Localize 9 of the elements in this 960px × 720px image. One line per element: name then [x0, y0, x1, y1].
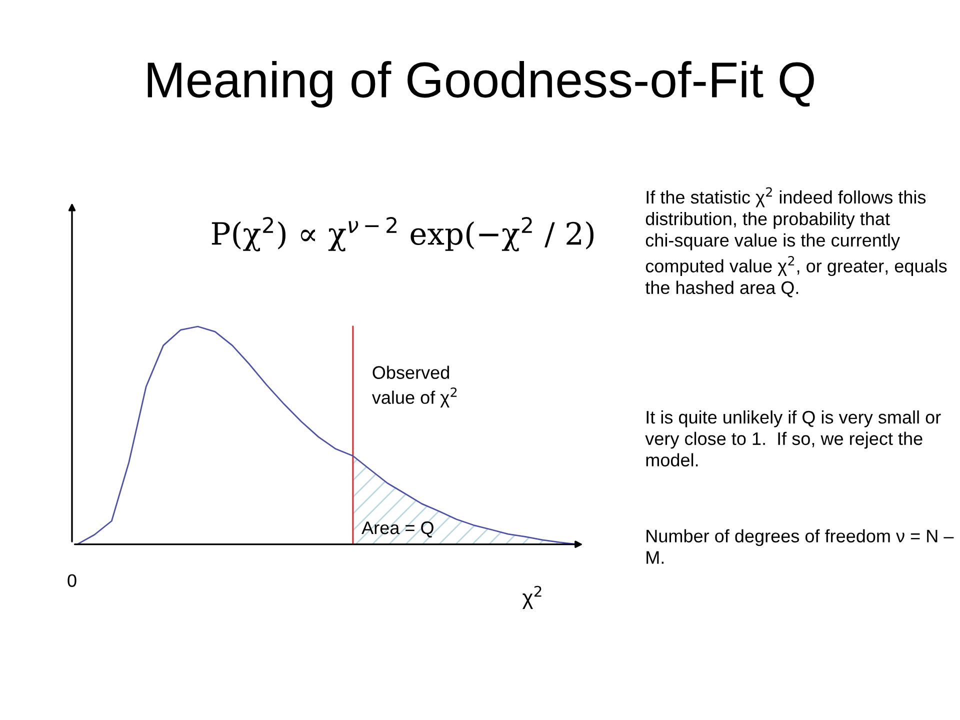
- annotation: Observed value of χ$^{2}$: [372, 366, 457, 408]
- chart-title: Meaning of Goodness-of-Fit Q: [148, 60, 814, 108]
- text: It is quite unlikely if Q is very small or very close to 1. If so, we reject the model.: [645, 410, 941, 466]
- text: 0: [68, 574, 76, 587]
- text: If the statistic χ$^{2}$ indeed follows this distribution, the probability that chi-square value is the currently computed value χ$^{2}$, or greater, equals the hashed area Q.: [645, 187, 947, 298]
- text: Number of degrees of freedom ν = N – M.: [646, 529, 954, 564]
- annotation: Area = Q: [362, 521, 434, 538]
- text: P(χ$^{2}$) ∝ χ$^{ν−2}$ exp(−χ$^{2}$ / 2): [212, 216, 594, 252]
- x-axis-title: χ$^{2}$: [522, 586, 542, 609]
